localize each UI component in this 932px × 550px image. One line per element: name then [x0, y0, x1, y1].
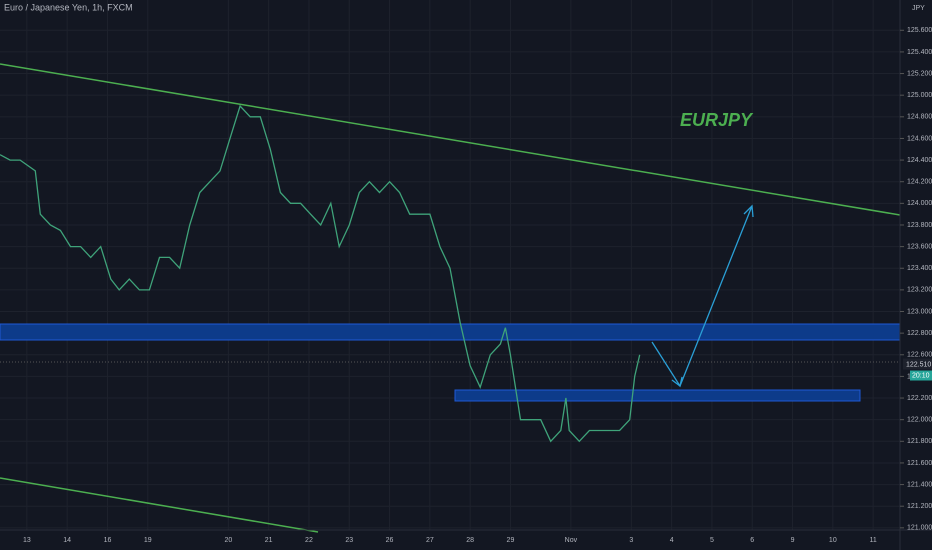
y-tick-label: 124.600 [907, 135, 932, 142]
y-tick-label: 122.000 [907, 417, 932, 424]
annotation: EURJPY [680, 110, 754, 130]
y-tick-label: 121.800 [907, 438, 932, 445]
x-tick-label: 23 [345, 537, 353, 544]
price-line-series [0, 104, 641, 443]
y-tick-label: 121.400 [907, 481, 932, 488]
x-tick-label: 11 [869, 537, 876, 544]
y-tick-label: 125.000 [907, 92, 932, 99]
x-tick-label: 10 [829, 537, 837, 544]
last-price-label: 122.510 [906, 361, 931, 368]
x-tick-label: 21 [265, 537, 273, 544]
countdown-box [910, 370, 932, 381]
x-tick-label: 13 [23, 537, 31, 544]
y-tick-label: 122.600 [907, 352, 932, 359]
y-tick-label: 124.800 [907, 114, 932, 121]
chart-title: Euro / Japanese Yen, 1h, FXCM [4, 2, 133, 12]
y-tick-label: 123.400 [907, 265, 932, 272]
axes: 121.000 121.200 121.400 121.600 121.800 122.0… [23, 27, 932, 544]
currency: JPY [912, 5, 925, 12]
x-tick-label: 14 [63, 537, 71, 544]
x-tick-label: 16 [104, 537, 112, 544]
y-tick-label: 125.200 [907, 70, 932, 77]
y-tick-label: 123.000 [907, 308, 932, 315]
y-tick-label: 121.000 [907, 525, 932, 532]
data [0, 104, 641, 443]
y-tick-label: 125.600 [907, 27, 932, 34]
x-tick-label: 6 [750, 537, 754, 544]
y-tick-label: 122.800 [907, 330, 932, 337]
upper-trendline [0, 63, 901, 216]
x-tick-label: 5 [710, 537, 714, 544]
x-tick-label: 27 [426, 537, 434, 544]
x-tick-label: 28 [466, 537, 474, 544]
lower-trendline [0, 477, 319, 533]
y-tick-label: 121.600 [907, 460, 932, 467]
y-tick-label: 125.400 [907, 49, 932, 56]
x-tick-label: 22 [305, 537, 313, 544]
x-tick-label: 19 [144, 537, 152, 544]
y-tick-label: 124.200 [907, 179, 932, 186]
y-tick-label: 123.800 [907, 222, 932, 229]
support-zone [454, 389, 861, 402]
x-tick-label: 26 [386, 537, 394, 544]
y-tick-label: 121.200 [907, 503, 932, 510]
countdown-label: 20:10 [912, 372, 930, 379]
last-price-box [903, 358, 932, 370]
x-tick-label: 20 [224, 537, 232, 544]
arrow-turn [671, 376, 683, 388]
y-tick-label: 124.400 [907, 157, 932, 164]
y-tick-label: 124.000 [907, 200, 932, 207]
x-tick-label: 9 [791, 537, 795, 544]
y-tick-label: 122.200 [907, 395, 932, 402]
y-tick-label: 123.600 [907, 243, 932, 250]
x-tick-label: 4 [670, 537, 674, 544]
y-tick-label: 123.200 [907, 287, 932, 294]
x-tick-label: 29 [507, 537, 515, 544]
projection-arrow [651, 205, 753, 388]
x-tick-label: 3 [629, 537, 633, 544]
arrow-head [743, 204, 754, 218]
x-tick-label: Nov [565, 537, 578, 544]
resistance-zone [0, 323, 901, 341]
grid [0, 0, 900, 530]
